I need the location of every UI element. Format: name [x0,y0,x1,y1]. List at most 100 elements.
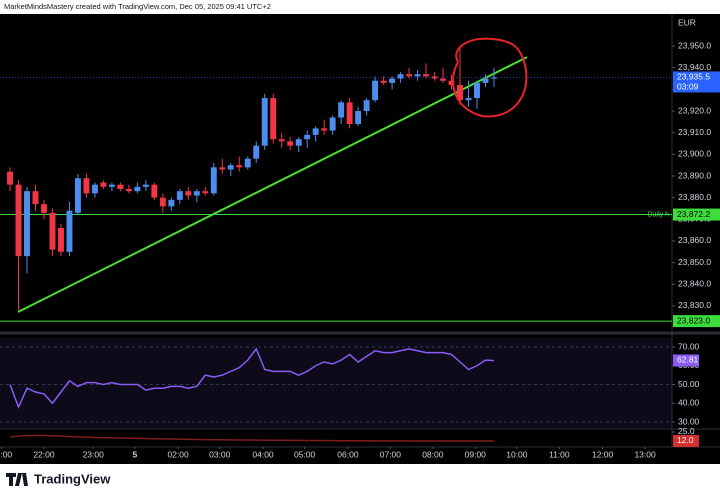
candle-body [321,128,328,131]
candle-body [295,139,302,146]
currency-label: EUR [678,17,696,27]
x-tick-label: 12:00 [592,449,614,459]
price-label-box [673,208,720,221]
candle-body [176,191,183,200]
header-bar [0,0,720,14]
candle-body [474,82,480,99]
candle-body [32,191,39,205]
last-value-box [673,354,699,367]
y-tick-label: 23,880.0 [678,192,711,202]
last-value-label: 62.81 [677,355,699,365]
candle-body [100,182,107,187]
y-tick-label: 23,830.0 [678,300,711,310]
logo-text: TradingView [34,471,111,486]
candle-body [380,80,387,83]
candle-body [440,78,446,81]
candle-body [253,145,260,159]
y-tick-label: 23,850.0 [678,257,711,267]
candle-body [74,178,81,213]
candle-body [24,191,30,257]
candle-body [244,158,251,168]
candle-body [117,184,124,190]
y-tick-label: 23,890.0 [678,170,711,180]
x-tick-label: 08:00 [422,449,444,459]
candle-body [41,204,47,213]
x-tick-label: 04:00 [252,449,274,459]
candle-body [372,80,379,101]
y-tick-label: 23,910.0 [678,127,711,137]
y-tick-label: 23,940.0 [678,62,711,72]
candle-body [168,199,175,207]
x-tick-label: 11:00 [549,449,570,459]
candle-body [7,171,13,185]
candle-body [423,74,430,77]
logo-icon [6,473,28,486]
candle-body [83,178,90,194]
x-tick-label: 10:00 [506,449,528,459]
candle-body [278,139,285,142]
candle-body [151,184,158,198]
candle-body [236,165,243,168]
candle-body [142,184,149,187]
x-tick-label: 22:00 [33,449,55,459]
candle-body [397,74,404,79]
y-tick-label: 50.00 [678,379,700,389]
tradingview-logo: TradingView [6,471,111,486]
candle-body [219,167,226,170]
y-tick-label: 23,860.0 [678,235,711,245]
countdown: 03:09 [677,82,699,92]
candle-body [414,74,421,77]
x-tick-label: 02:00 [167,449,189,459]
indicator-line [9,434,494,442]
candle-body [66,210,73,252]
candle-body [210,167,217,194]
y-tick-label: 70.00 [678,341,700,351]
trendline [17,56,528,313]
candle-body [389,78,396,83]
rsi-pane [0,338,672,428]
last-value-box [673,434,699,447]
annotation-circle [452,37,528,118]
x-tick-label: 03:00 [209,449,231,459]
header-text: MarketMindsMastery created with TradingV… [4,2,271,11]
candle-body [406,74,413,77]
y-tick-label: 23,900.0 [678,149,711,159]
last-value-label: 12.0 [677,435,694,445]
candle-body [355,111,362,125]
x-tick-label: 07:00 [380,449,402,459]
candle-body [270,98,277,140]
x-tick-label: 05:00 [294,449,316,459]
y-tick-label: 25.0 [678,426,695,436]
last-price-box [673,71,720,93]
x-tick-label: 21:00 [0,449,12,459]
candle-body [329,117,336,131]
candle-body [108,184,115,187]
price-label: 23,872.2 [677,209,710,219]
last-price-label: 23,935.5 [677,72,710,82]
y-tick-label: 23,840.0 [678,279,711,289]
x-tick-label: 06:00 [337,449,359,459]
candle-body [287,141,294,146]
candle-body [338,102,345,118]
candle-body [490,77,497,79]
candle-body [57,227,64,252]
candle-body [185,191,192,196]
line-name: Daily h [648,211,670,218]
candle-body [15,184,22,257]
x-tick-label: 5 [132,449,137,459]
price-label-box [673,315,720,328]
y-tick-label: 23,920.0 [678,105,711,115]
candle-body [304,134,311,140]
candle-body [159,197,166,207]
candle-body [202,191,209,194]
candle-body [465,98,472,101]
candle-body [134,186,141,192]
candle-body [227,165,234,170]
candle-body [457,85,463,101]
candle-body [346,102,353,125]
candle-body [448,80,455,86]
indicator-line [9,347,494,409]
candle-body [193,191,200,196]
